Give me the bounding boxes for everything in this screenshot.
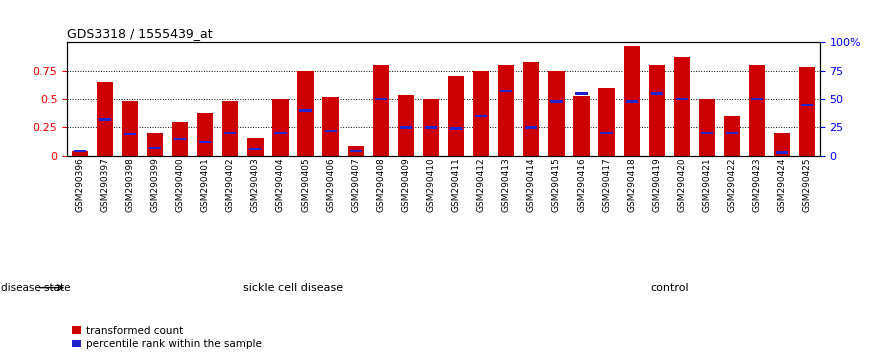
Bar — [649, 65, 665, 156]
Bar — [523, 62, 539, 156]
Bar — [799, 67, 815, 156]
Bar — [726, 132, 738, 135]
Bar — [349, 150, 362, 153]
Text: disease state: disease state — [1, 282, 71, 293]
Bar — [73, 150, 86, 153]
Bar — [423, 99, 439, 156]
Bar — [473, 71, 489, 156]
Bar — [222, 101, 238, 156]
Bar — [801, 103, 814, 106]
Bar — [625, 100, 638, 103]
Bar — [425, 126, 437, 129]
Text: sickle cell disease: sickle cell disease — [243, 282, 343, 293]
Bar — [749, 65, 765, 156]
Bar — [124, 133, 136, 136]
Bar — [324, 130, 337, 132]
Bar — [398, 95, 414, 156]
Bar — [575, 92, 588, 95]
Legend: transformed count, percentile rank within the sample: transformed count, percentile rank withi… — [73, 326, 262, 349]
Bar — [776, 151, 788, 154]
Text: control: control — [650, 282, 689, 293]
Bar — [400, 126, 412, 129]
Bar — [99, 118, 111, 121]
Bar — [122, 101, 138, 156]
Bar — [197, 113, 213, 156]
Bar — [149, 147, 161, 149]
Bar — [699, 99, 715, 156]
Bar — [676, 98, 688, 101]
Bar — [774, 133, 790, 156]
Bar — [599, 88, 615, 156]
Bar — [247, 138, 263, 156]
Bar — [323, 97, 339, 156]
Bar — [548, 71, 564, 156]
Bar — [600, 132, 613, 135]
Bar — [274, 132, 287, 135]
Bar — [500, 90, 513, 92]
Bar — [525, 126, 538, 129]
Bar — [674, 57, 690, 156]
Text: GDS3318 / 1555439_at: GDS3318 / 1555439_at — [67, 27, 213, 40]
Bar — [174, 137, 186, 140]
Bar — [224, 132, 237, 135]
Bar — [199, 141, 211, 143]
Bar — [272, 99, 289, 156]
Bar — [172, 122, 188, 156]
Bar — [299, 109, 312, 112]
Bar — [448, 76, 464, 156]
Bar — [751, 98, 763, 101]
Bar — [147, 133, 163, 156]
Bar — [550, 100, 563, 103]
Bar — [498, 65, 514, 156]
Bar — [573, 96, 590, 156]
Bar — [475, 115, 487, 118]
Bar — [249, 148, 262, 150]
Bar — [348, 145, 364, 156]
Bar — [373, 65, 389, 156]
Bar — [701, 132, 713, 135]
Bar — [97, 82, 113, 156]
Bar — [375, 98, 387, 101]
Bar — [72, 151, 88, 156]
Bar — [724, 116, 740, 156]
Bar — [450, 127, 462, 130]
Bar — [297, 71, 314, 156]
Bar — [624, 46, 640, 156]
Bar — [650, 92, 663, 95]
